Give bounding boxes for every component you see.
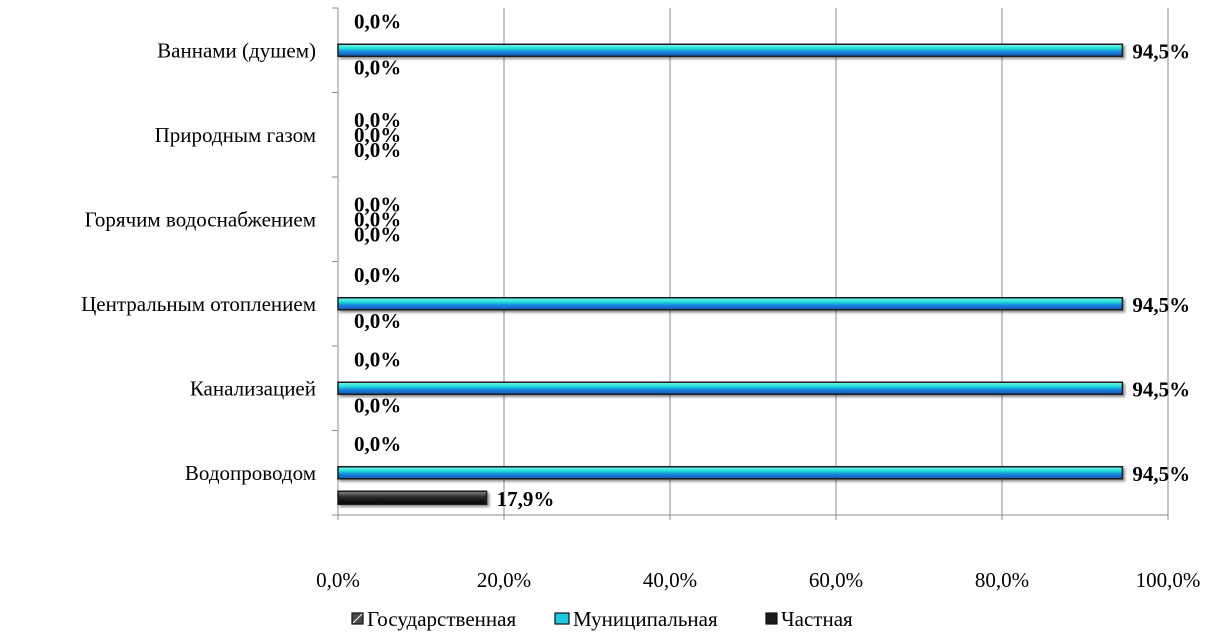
data-label: 0,0%: [354, 207, 401, 231]
legend-item: Государственная: [351, 607, 516, 631]
data-label: 0,0%: [354, 222, 401, 246]
bar: [337, 381, 1124, 395]
data-label: 0,0%: [354, 9, 401, 33]
data-label: 94,5%: [1132, 293, 1190, 317]
data-label: 0,0%: [354, 393, 401, 417]
legend-label: Частная: [781, 607, 853, 631]
x-tick-label: 20,0%: [477, 568, 531, 592]
category-label: Ваннами (душем): [157, 38, 316, 62]
legend-label: Муниципальная: [573, 607, 718, 631]
x-tick-label: 40,0%: [643, 568, 697, 592]
bar: [337, 43, 1124, 57]
legend-swatch-hatch: [352, 613, 363, 624]
data-label: 0,0%: [354, 432, 401, 456]
category-label: Канализацией: [190, 376, 316, 400]
grid-lines: [503, 8, 1169, 515]
legend-swatch: [554, 612, 570, 625]
x-tick-label: 80,0%: [975, 568, 1029, 592]
legend: Государственная Муниципальная Частная: [351, 607, 853, 631]
x-tick-label: 100,0%: [1136, 568, 1201, 592]
axes: 0,0% 20,0% 40,0% 60,0% 80,0% 100,0% Ваннами (д…: [81, 7, 1201, 592]
data-label: 0,0%: [354, 138, 401, 162]
x-tick-label: 0,0%: [316, 568, 360, 592]
data-label: 0,0%: [354, 192, 401, 216]
category-label: Природным газом: [155, 123, 316, 147]
legend-item: Муниципальная: [554, 607, 718, 631]
data-label: 0,0%: [354, 55, 401, 79]
data-label: 0,0%: [354, 123, 401, 147]
data-label: 0,0%: [354, 309, 401, 333]
data-label: 94,5%: [1132, 462, 1190, 486]
bar: [337, 297, 1124, 311]
bar: [337, 490, 488, 505]
category-label: Водопроводом: [185, 461, 316, 485]
x-tick-label: 60,0%: [809, 568, 863, 592]
data-label: 0,0%: [354, 347, 401, 371]
category-label: Горячим водоснабжением: [85, 207, 316, 231]
bar: [337, 466, 1124, 480]
legend-label: Государственная: [367, 607, 516, 631]
category-label: Центральным отоплением: [81, 292, 316, 316]
data-labels: 0,0%94,5%0,0%0,0%0,0%0,0%0,0%0,0%0,0%0,0…: [354, 9, 1190, 511]
legend-item: Частная: [765, 607, 853, 631]
legend-swatch: [765, 612, 778, 625]
data-label: 17,9%: [497, 487, 555, 511]
data-label: 0,0%: [354, 108, 401, 132]
bars: [337, 43, 1124, 505]
data-label: 0,0%: [354, 263, 401, 287]
data-label: 94,5%: [1132, 377, 1190, 401]
data-label: 94,5%: [1132, 39, 1190, 63]
